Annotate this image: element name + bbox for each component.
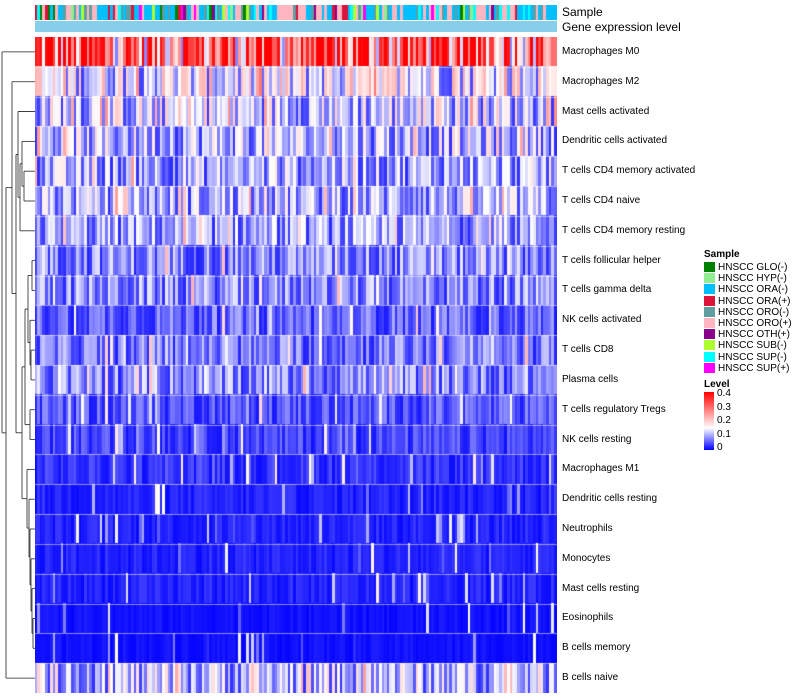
- level-tick-label: 0.4: [717, 388, 731, 399]
- row-label: T cells gamma delta: [562, 284, 652, 296]
- row-dendrogram: [1, 51, 36, 679]
- legend-swatch: [704, 329, 715, 340]
- legend-label: HNSCC SUP(-): [718, 351, 787, 363]
- row-label: B cells memory: [562, 642, 631, 654]
- row-label: NK cells resting: [562, 433, 632, 445]
- level-tick-label: 0: [717, 442, 723, 453]
- legend-swatch: [704, 351, 715, 362]
- sample-legend-item: HNSCC ORO(-): [704, 306, 790, 318]
- legend-swatch: [704, 273, 715, 284]
- gene-expression-bar: [35, 21, 557, 32]
- row-label: Macrophages M0: [562, 45, 640, 57]
- row-label: T cells CD8: [562, 344, 614, 356]
- legend-label: HNSCC HYP(-): [718, 273, 787, 285]
- row-label: Plasma cells: [562, 373, 619, 385]
- legend-swatch: [704, 362, 715, 373]
- sample-legend-title: Sample: [704, 249, 740, 260]
- legend-swatch: [704, 340, 715, 351]
- sample-annotation-bar: [35, 5, 557, 20]
- row-label: Neutrophils: [562, 523, 613, 534]
- legend-label: HNSCC ORO(-): [718, 306, 790, 318]
- row-label: T cells regulatory Tregs: [562, 403, 666, 415]
- sample-legend-item: HNSCC SUP(-): [704, 351, 787, 363]
- sample-legend-item: HNSCC ORA(-): [704, 284, 788, 295]
- sample-legend-item: HNSCC SUP(+): [704, 362, 790, 374]
- legend-swatch: [704, 262, 715, 272]
- legend-label: HNSCC ORA(+): [718, 295, 791, 307]
- sample-legend-item: HNSCC OTH(+): [704, 329, 790, 340]
- legend-label: HNSCC ORA(-): [718, 284, 788, 296]
- row-label: Dendritic cells resting: [562, 493, 658, 505]
- legend-label: HNSCC SUP(+): [718, 362, 790, 374]
- sample-legend-item: HNSCC HYP(-): [704, 273, 787, 284]
- row-label: Monocytes: [562, 552, 611, 564]
- sample-legend-item: HNSCC SUB(-): [704, 340, 787, 351]
- row-label: T cells follicular helper: [562, 254, 661, 266]
- row-label: T cells CD4 naive: [562, 195, 641, 206]
- sample-legend-item: HNSCC GLO(-): [704, 262, 787, 273]
- level-legend-title: Level: [704, 379, 730, 390]
- row-label: Eosinophils: [562, 612, 614, 624]
- level-color-gradient: [704, 392, 714, 450]
- row-label: B cells naive: [562, 672, 619, 684]
- legend-swatch: [704, 295, 715, 306]
- level-tick-label: 0.2: [717, 415, 731, 426]
- sample-annotation-label: Sample: [562, 5, 603, 19]
- sample-legend-item: HNSCC ORA(+): [704, 295, 791, 307]
- row-label: Macrophages M2: [562, 75, 640, 87]
- row-label: Mast cells resting: [562, 582, 640, 594]
- level-tick-label: 0.1: [717, 428, 731, 440]
- row-label: NK cells activated: [562, 314, 642, 326]
- legend-label: HNSCC SUB(-): [718, 340, 787, 352]
- row-label: Mast cells activated: [562, 105, 650, 117]
- row-label: Macrophages M1: [562, 463, 640, 475]
- legend-swatch: [704, 306, 715, 317]
- row-label: Dendritic cells activated: [562, 135, 668, 147]
- row-label: T cells CD4 memory resting: [562, 224, 686, 236]
- legend-label: HNSCC GLO(-): [718, 262, 788, 273]
- legend-swatch: [704, 284, 715, 295]
- level-tick-label: 0.3: [717, 401, 731, 413]
- legend-label: HNSCC OTH(+): [718, 329, 790, 341]
- legend-label: HNSCC ORO(+): [718, 318, 792, 329]
- gene-expression-annotation-label: Gene expression level: [562, 20, 681, 34]
- row-label: T cells CD4 memory activated: [562, 165, 696, 177]
- sample-legend-item: HNSCC ORO(+): [704, 318, 792, 329]
- heatmap-cells: [35, 37, 557, 693]
- legend-swatch: [704, 318, 715, 328]
